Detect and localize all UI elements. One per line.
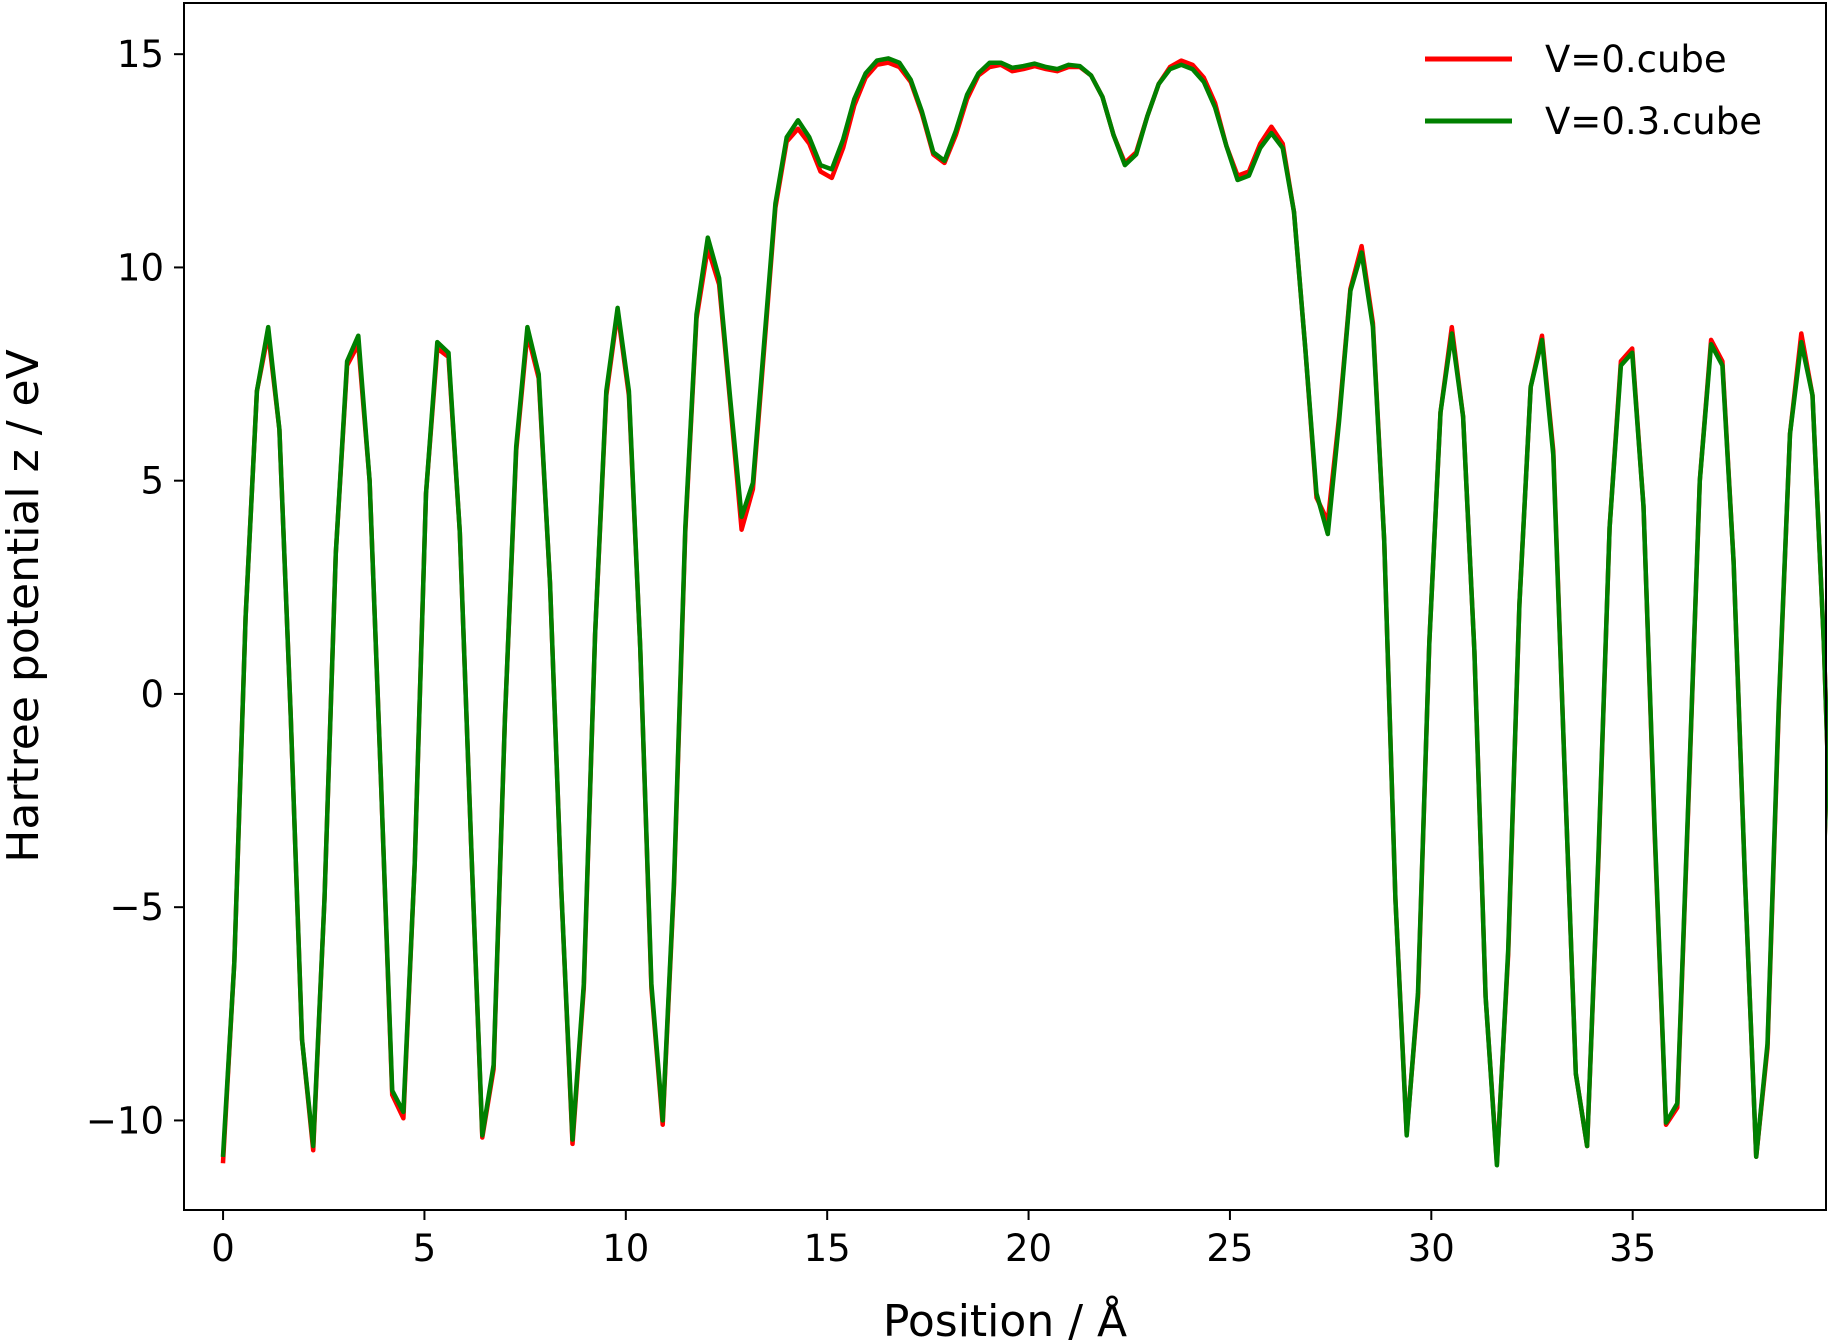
y-tick-label: −10 — [86, 1099, 164, 1142]
legend-label-v03: V=0.3.cube — [1545, 100, 1762, 143]
y-tick-label: 0 — [140, 673, 164, 716]
y-tick-label: −5 — [109, 886, 164, 929]
x-axis-title: Position / Å — [883, 1294, 1127, 1342]
x-tick-label: 5 — [413, 1227, 437, 1270]
y-tick-label: 10 — [117, 246, 164, 289]
plot-frame — [183, 2, 1827, 1211]
y-axis-title: Hartree potential z / eV — [0, 349, 49, 862]
y-tick-label: 5 — [140, 460, 164, 503]
x-tick-label: 25 — [1206, 1227, 1253, 1270]
series-line-1 — [220, 56, 1828, 1168]
x-axis-ticks: 0 5 10 15 20 25 30 35 — [211, 1210, 1656, 1270]
x-tick-label: 15 — [804, 1227, 851, 1270]
y-tick-label: 15 — [117, 33, 164, 76]
legend: V=0.cube V=0.3.cube — [1425, 38, 1762, 143]
x-tick-label: 0 — [211, 1227, 235, 1270]
series-layer — [220, 56, 1828, 1168]
plot-area-background — [184, 3, 1826, 1210]
x-tick-label: 20 — [1005, 1227, 1052, 1270]
legend-label-v0: V=0.cube — [1545, 38, 1727, 81]
x-tick-label: 10 — [602, 1227, 649, 1270]
y-axis-ticks: −10 −5 0 5 10 15 — [86, 33, 184, 1142]
x-tick-label: 35 — [1609, 1227, 1656, 1270]
x-tick-label: 30 — [1408, 1227, 1455, 1270]
